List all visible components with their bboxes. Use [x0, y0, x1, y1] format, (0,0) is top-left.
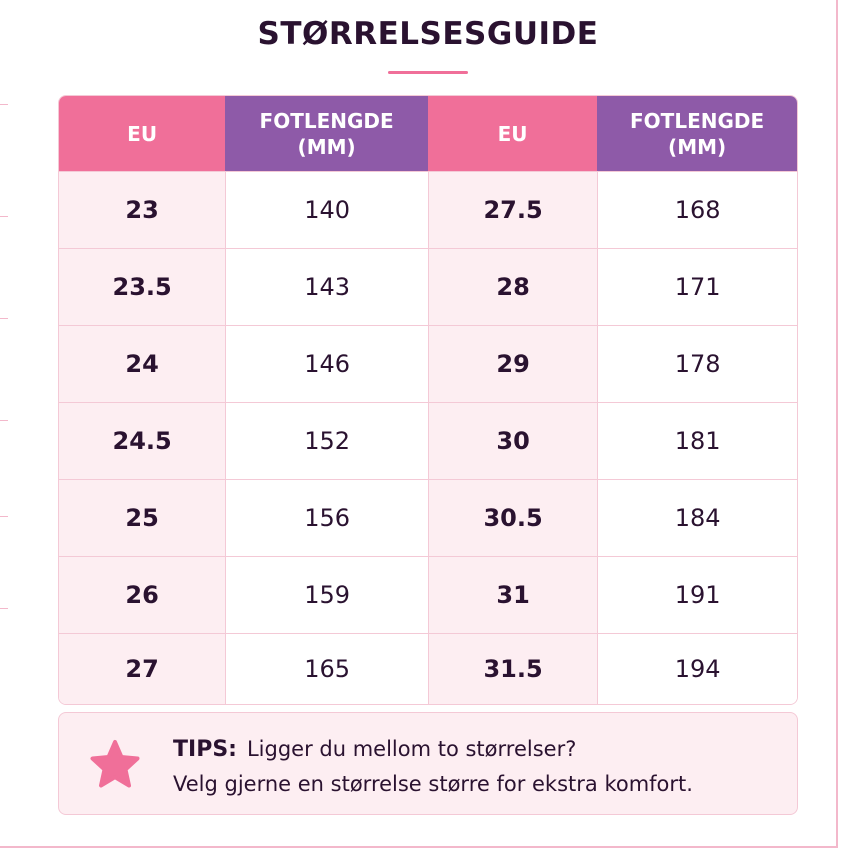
eu-size-cell: 28	[427, 248, 598, 325]
table-row: 23 140 27.5 168	[59, 171, 797, 248]
eu-size-cell: 27	[59, 633, 226, 704]
foot-length-cell: 165	[225, 633, 428, 704]
size-table: EU FOTLENGDE (MM) EU FOTLENGDE (MM) 23 140 27…	[58, 95, 798, 705]
table-body: 23 140 27.5 168 23.5 143 28 171 24 146 29 178 24.5 15…	[59, 171, 797, 704]
column-header: EU	[427, 96, 598, 171]
eu-size-cell: 30	[427, 402, 598, 479]
foot-length-cell: 194	[597, 633, 797, 704]
foot-length-cell: 156	[225, 479, 428, 556]
foot-length-cell: 143	[225, 248, 428, 325]
foot-length-cell: 171	[597, 248, 797, 325]
table-row: 24 146 29 178	[59, 325, 797, 402]
star-icon	[90, 740, 140, 788]
foot-length-cell: 152	[225, 402, 428, 479]
eu-size-cell: 26	[59, 556, 226, 633]
foot-length-cell: 184	[597, 479, 797, 556]
tips-line: TIPS: Ligger du mellom to størrelser?	[173, 737, 576, 762]
title-underline	[388, 71, 468, 74]
foot-length-cell: 146	[225, 325, 428, 402]
foot-length-cell: 191	[597, 556, 797, 633]
tips-text: Ligger du mellom to størrelser?	[246, 737, 577, 761]
eu-size-cell: 27.5	[427, 171, 598, 248]
edge-tick	[0, 216, 8, 217]
eu-size-cell: 23.5	[59, 248, 226, 325]
tips-box: TIPS: Ligger du mellom to størrelser? Vel…	[58, 712, 798, 815]
edge-tick	[0, 608, 8, 609]
eu-size-cell: 29	[427, 325, 598, 402]
edge-tick	[0, 104, 8, 105]
tips-text: Velg gjerne en størrelse større for ekst…	[173, 772, 693, 796]
column-header: EU	[59, 96, 226, 171]
column-header: FOTLENGDE (MM)	[597, 96, 797, 171]
tips-label: TIPS:	[173, 737, 237, 762]
foot-length-cell: 168	[597, 171, 797, 248]
eu-size-cell: 31.5	[427, 633, 598, 704]
edge-tick	[0, 516, 8, 517]
table-row: 25 156 30.5 184	[59, 479, 797, 556]
header-row: EU FOTLENGDE (MM) EU FOTLENGDE (MM)	[59, 96, 797, 171]
table-row: 23.5 143 28 171	[59, 248, 797, 325]
frame	[0, 0, 838, 848]
table-row: 26 159 31 191	[59, 556, 797, 633]
eu-size-cell: 23	[59, 171, 226, 248]
eu-size-cell: 24.5	[59, 402, 226, 479]
column-header: FOTLENGDE (MM)	[225, 96, 428, 171]
foot-length-cell: 159	[225, 556, 428, 633]
table-row: 24.5 152 30 181	[59, 402, 797, 479]
edge-tick	[0, 318, 8, 319]
foot-length-cell: 140	[225, 171, 428, 248]
foot-length-cell: 181	[597, 402, 797, 479]
edge-tick	[0, 420, 8, 421]
eu-size-cell: 30.5	[427, 479, 598, 556]
table-row: 27 165 31.5 194	[59, 633, 797, 704]
eu-size-cell: 31	[427, 556, 598, 633]
foot-length-cell: 178	[597, 325, 797, 402]
eu-size-cell: 24	[59, 325, 226, 402]
title: STØRRELSESGUIDE	[257, 16, 599, 52]
eu-size-cell: 25	[59, 479, 226, 556]
